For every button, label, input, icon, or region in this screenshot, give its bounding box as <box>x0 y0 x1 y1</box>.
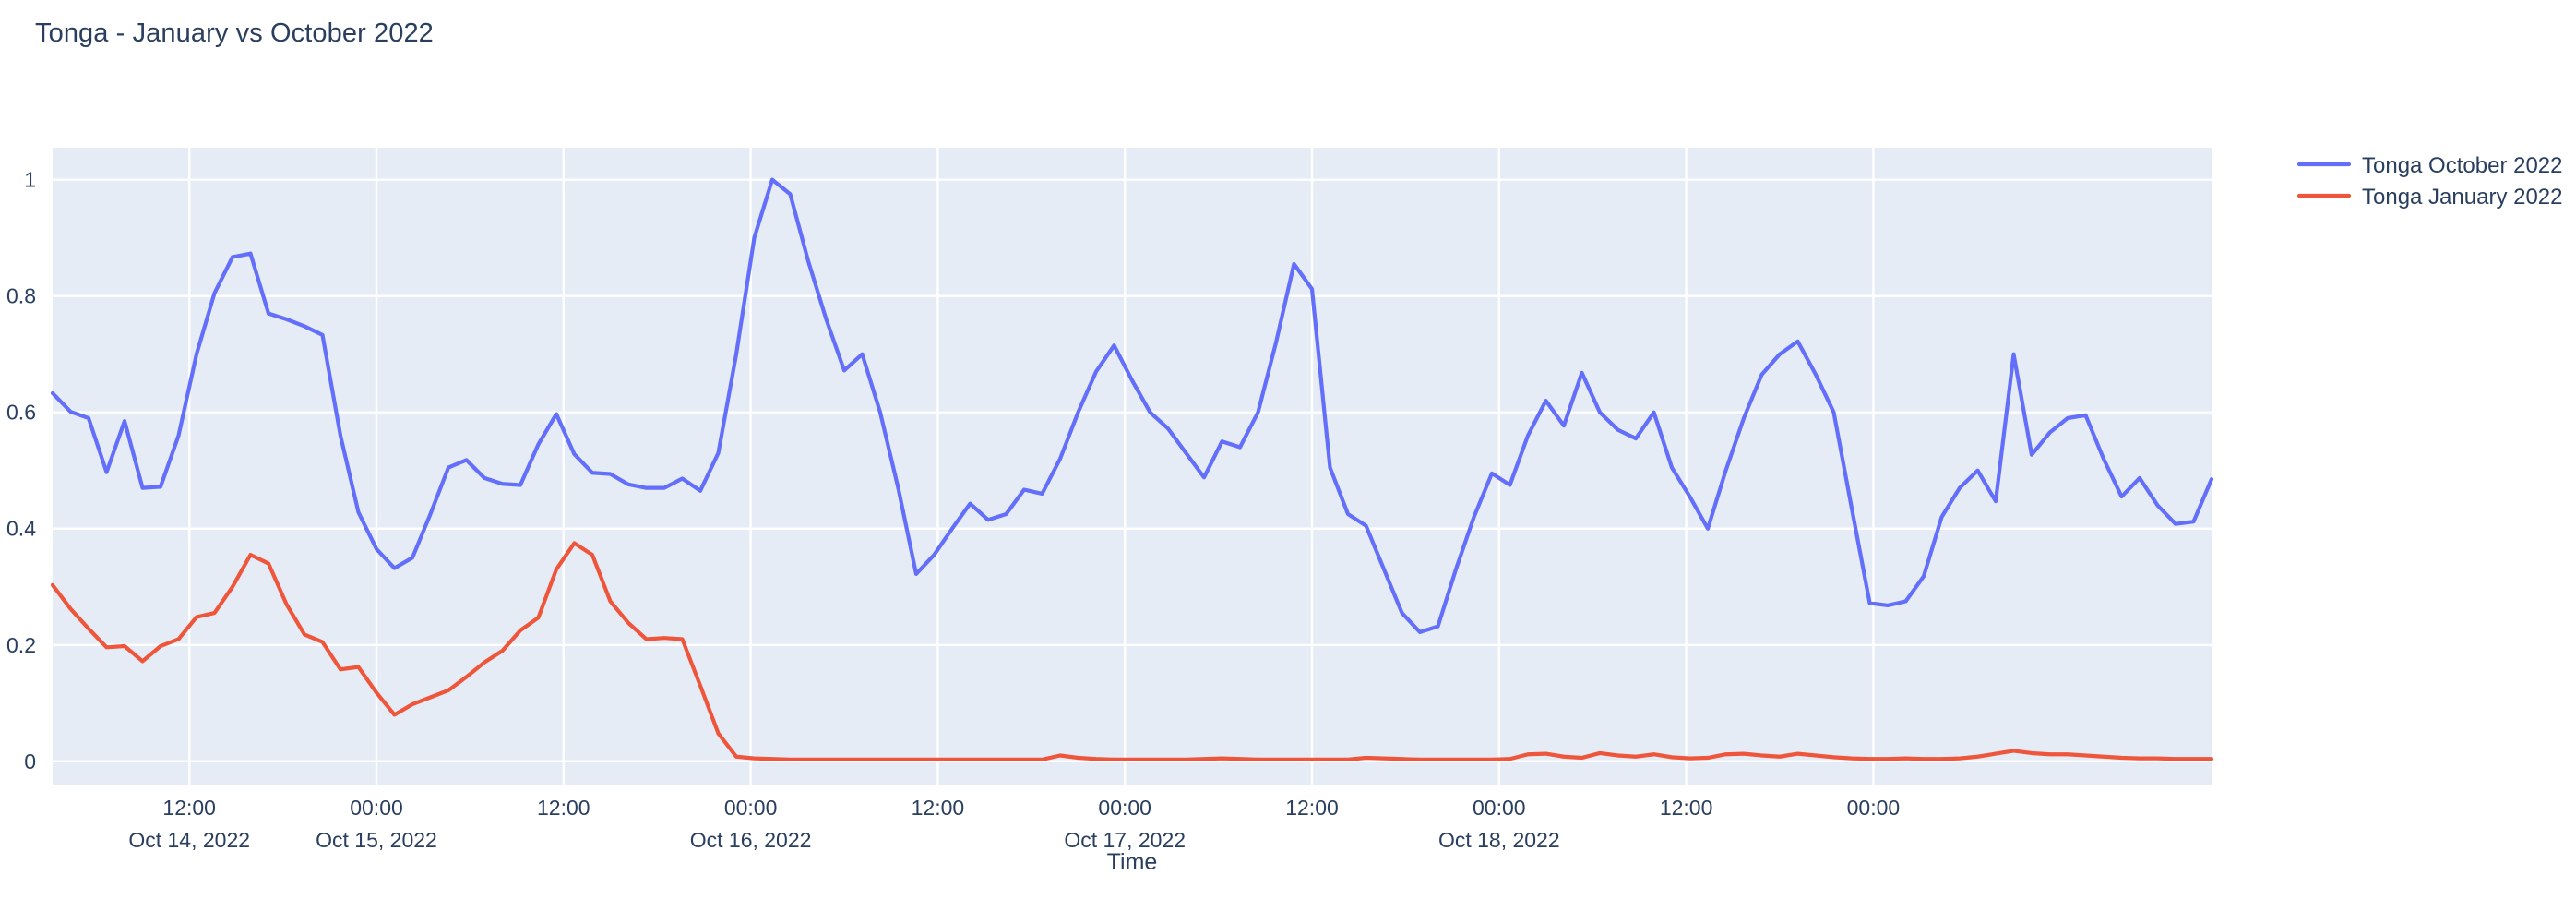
x-axis-tick-label-time: 12:00 <box>1660 796 1713 820</box>
y-axis-tick-labels: 0 0.2 0.4 0.6 0.8 1 <box>6 168 36 773</box>
y-axis-tick-label: 0.6 <box>6 401 36 425</box>
x-axis-tick-label-time: 00:00 <box>1847 796 1901 820</box>
x-axis-tick-label-date: Oct 16, 2022 <box>690 828 812 852</box>
x-axis-tick-label-time: 12:00 <box>537 796 590 820</box>
chart-legend[interactable]: Tonga October 2022 Tonga January 2022 <box>2296 153 2563 210</box>
legend-item-label[interactable]: Tonga October 2022 <box>2362 153 2563 178</box>
x-gridlines <box>187 148 1875 785</box>
plot-background <box>53 148 2212 785</box>
x-axis-tick-label-time: 00:00 <box>1473 796 1526 820</box>
x-axis-tick-label-time: 12:00 <box>1285 796 1339 820</box>
y-axis-tick-label: 0.4 <box>6 517 36 541</box>
y-axis-tick-label: 0 <box>24 749 36 773</box>
x-axis-tick-label-time: 00:00 <box>1098 796 1151 820</box>
legend-item-label[interactable]: Tonga January 2022 <box>2362 185 2563 210</box>
x-axis-tick-label-time: 00:00 <box>350 796 403 820</box>
x-axis-tick-label-date: Oct 18, 2022 <box>1438 828 1560 852</box>
x-axis-tick-label-date: Oct 17, 2022 <box>1064 828 1186 852</box>
trace-line-2 <box>50 541 2214 761</box>
x-axis-title: Time <box>1107 849 1158 875</box>
page-title: Tonga - January vs October 2022 <box>35 18 434 48</box>
y-axis-tick-label: 0.2 <box>6 633 36 657</box>
x-axis-tick-label-time: 00:00 <box>724 796 778 820</box>
y-axis-tick-label: 1 <box>24 168 36 192</box>
x-axis-tick-label-date: Oct 15, 2022 <box>316 828 437 852</box>
data-traces <box>50 177 2214 761</box>
y-axis-tick-label: 0.8 <box>6 284 36 308</box>
x-axis-tick-label-time: 12:00 <box>162 796 216 820</box>
trace-line-1 <box>50 177 2214 634</box>
x-axis-tick-label-time: 12:00 <box>912 796 965 820</box>
x-axis-tick-label-date: Oct 14, 2022 <box>128 828 250 852</box>
x-axis-tick-labels: 12:00 Oct 14, 2022 00:00 Oct 15, 2022 12:00 0… <box>128 796 1900 852</box>
